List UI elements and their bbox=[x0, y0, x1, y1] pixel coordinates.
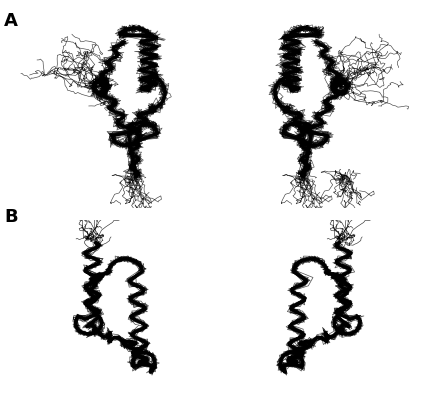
Text: B: B bbox=[4, 208, 18, 226]
Text: A: A bbox=[4, 12, 18, 30]
